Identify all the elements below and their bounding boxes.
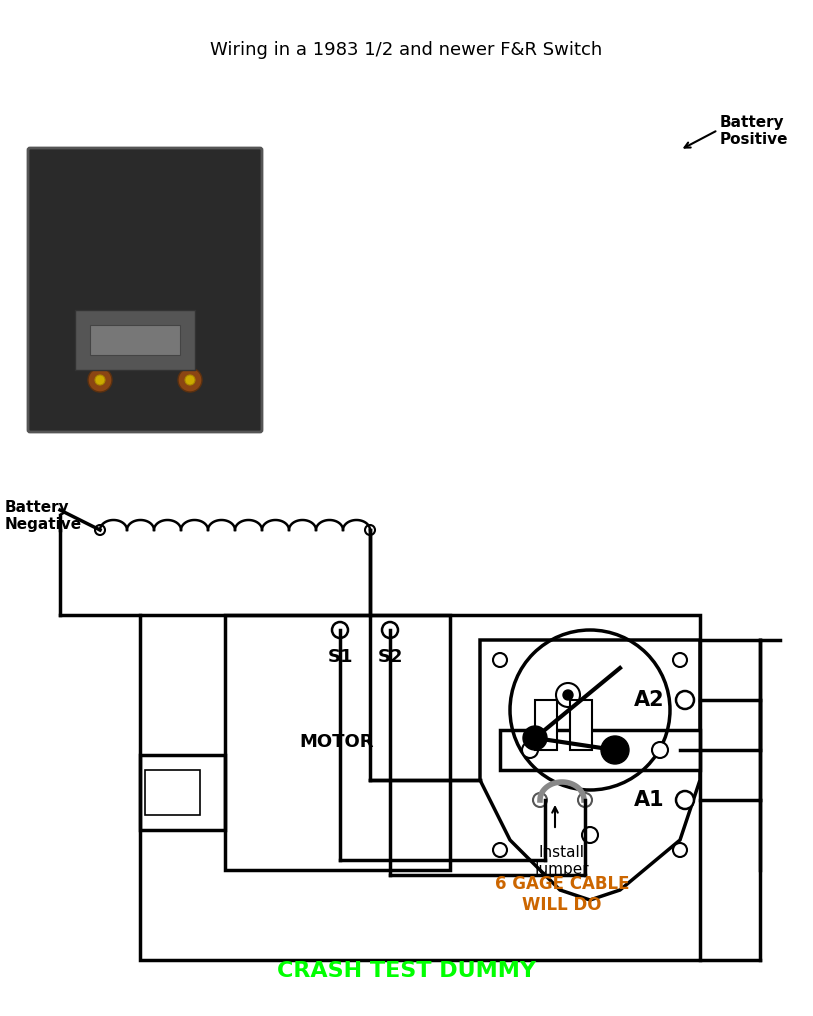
Circle shape [563, 690, 573, 700]
Circle shape [652, 742, 668, 758]
Circle shape [673, 843, 687, 858]
Text: Battery
Positive: Battery Positive [720, 115, 789, 147]
Bar [145, 770, 200, 815]
FancyBboxPatch shape [28, 148, 262, 432]
Text: CRASH TEST DUMMY: CRASH TEST DUMMY [276, 961, 536, 981]
Circle shape [676, 691, 694, 709]
Bar [570, 700, 592, 750]
Circle shape [673, 653, 687, 666]
Circle shape [140, 325, 150, 335]
Bar [500, 731, 700, 770]
Circle shape [533, 793, 547, 807]
Circle shape [95, 525, 105, 535]
Text: 6 GAGE CABLE
WILL DO: 6 GAGE CABLE WILL DO [495, 875, 629, 913]
Text: Install
Jumper: Install Jumper [535, 845, 589, 878]
Bar [225, 615, 450, 870]
Bar [535, 700, 557, 750]
Bar [90, 325, 180, 355]
Circle shape [493, 653, 507, 666]
Circle shape [493, 843, 507, 858]
Circle shape [332, 622, 348, 638]
Circle shape [185, 375, 195, 385]
Circle shape [523, 726, 547, 750]
Circle shape [133, 318, 157, 342]
Bar [75, 310, 195, 370]
Text: MOTOR: MOTOR [300, 733, 374, 751]
Text: Battery
Negative: Battery Negative [5, 500, 82, 532]
Text: A1: A1 [634, 790, 665, 810]
Circle shape [578, 793, 592, 807]
Circle shape [95, 375, 105, 385]
Circle shape [676, 791, 694, 809]
Text: S1: S1 [328, 648, 353, 666]
Circle shape [382, 622, 398, 638]
Bar [140, 755, 225, 830]
Text: S2: S2 [377, 648, 402, 666]
Circle shape [582, 827, 598, 843]
Circle shape [601, 736, 629, 764]
Circle shape [88, 368, 112, 392]
Circle shape [365, 525, 375, 535]
Circle shape [178, 368, 202, 392]
Bar [140, 615, 700, 960]
Text: Wiring in a 1983 1/2 and newer F&R Switch: Wiring in a 1983 1/2 and newer F&R Switc… [210, 41, 602, 59]
Circle shape [522, 742, 538, 758]
Text: A2: A2 [634, 690, 665, 710]
